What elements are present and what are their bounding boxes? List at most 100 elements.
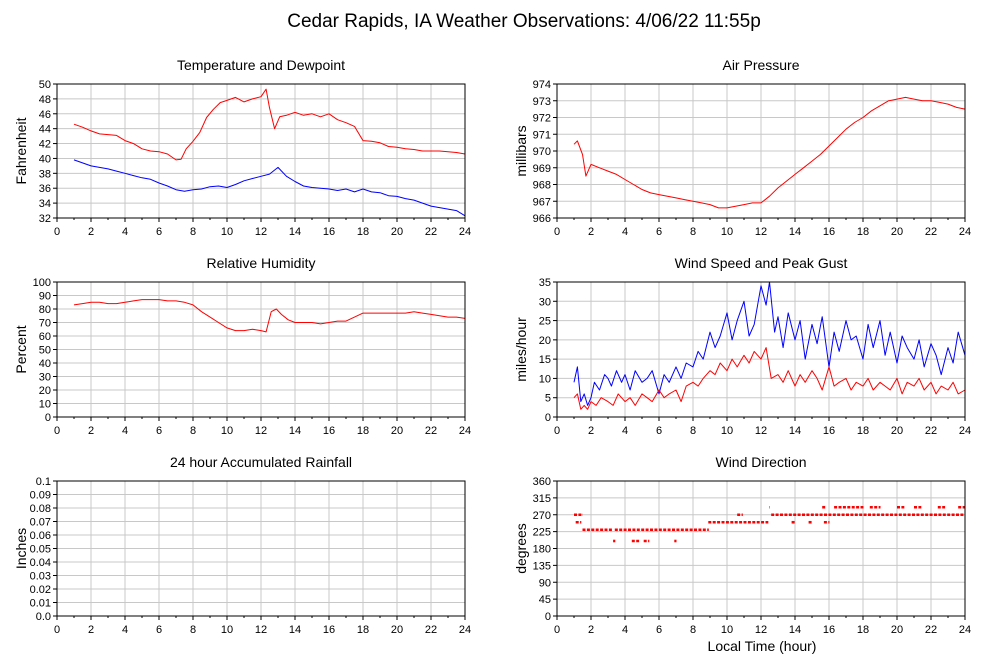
y-tick-label: 135 [533, 560, 551, 572]
x-tick-label: 14 [789, 226, 801, 238]
y-tick-label: 10 [39, 399, 51, 411]
panel-title: Wind Speed and Peak Gust [675, 255, 848, 271]
y-tick-label: 50 [39, 79, 51, 91]
y-tick-label: 0.01 [30, 598, 51, 610]
x-tick-label: 8 [190, 226, 196, 238]
y-tick-label: 70 [39, 318, 51, 330]
x-tick-label: 6 [156, 226, 162, 238]
y-tick-label: 40 [39, 153, 51, 165]
y-axis-label: millibars [513, 125, 529, 176]
y-tick-label: 0 [545, 412, 551, 424]
y-tick-label: 971 [533, 129, 551, 141]
x-tick-label: 10 [721, 425, 733, 437]
x-tick-label: 20 [891, 624, 903, 636]
x-tick-label: 18 [357, 425, 369, 437]
x-tick-label: 2 [588, 226, 594, 238]
x-tick-label: 8 [190, 425, 196, 437]
y-tick-label: 20 [39, 385, 51, 397]
y-tick-label: 0.06 [30, 530, 51, 542]
x-tick-label: 22 [925, 425, 937, 437]
x-tick-label: 6 [656, 624, 662, 636]
y-tick-label: 0.03 [30, 571, 51, 583]
figure-title: Cedar Rapids, IA Weather Observations: 4… [287, 11, 761, 32]
x-tick-label: 22 [925, 226, 937, 238]
y-tick-label: 48 [39, 94, 51, 106]
panel-title: Relative Humidity [207, 255, 316, 271]
panel-title: Air Pressure [722, 57, 799, 73]
y-tick-label: 972 [533, 113, 551, 125]
x-tick-label: 14 [289, 226, 301, 238]
y-axis-label: degrees [513, 523, 529, 574]
x-tick-label: 16 [823, 226, 835, 238]
y-tick-label: 44 [39, 124, 51, 136]
y-tick-label: 973 [533, 96, 551, 108]
x-tick-label: 4 [622, 425, 628, 437]
y-axis-label: miles/hour [513, 317, 529, 382]
y-tick-label: 0.1 [36, 476, 51, 488]
panel-title: 24 hour Accumulated Rainfall [170, 454, 352, 470]
y-tick-label: 34 [39, 198, 51, 210]
x-tick-label: 12 [755, 226, 767, 238]
x-tick-label: 18 [857, 624, 869, 636]
panel-title: Temperature and Dewpoint [177, 57, 345, 73]
chart-rain: 0.00.01 0.020.03 0.040.05 0.060.07 0.080.09 0… [13, 454, 471, 636]
x-tick-label: 12 [755, 624, 767, 636]
y-axis-label: Fahrenheit [13, 117, 29, 184]
x-tick-label: 14 [789, 624, 801, 636]
x-tick-label: 20 [391, 425, 403, 437]
series-line-1 [73, 88, 466, 161]
series-line-1 [73, 299, 466, 333]
x-tick-label: 20 [891, 226, 903, 238]
x-tick-label: 24 [459, 624, 471, 636]
y-tick-label: 35 [539, 277, 551, 289]
y-tick-label: 0.05 [30, 544, 51, 556]
y-tick-label: 0 [545, 611, 551, 623]
x-tick-label: 6 [156, 624, 162, 636]
x-tick-label: 12 [255, 425, 267, 437]
x-tick-label: 12 [255, 226, 267, 238]
y-axis-label: Percent [13, 325, 29, 373]
x-tick-label: 12 [255, 624, 267, 636]
x-tick-label: 18 [857, 226, 869, 238]
x-tick-label: 24 [959, 425, 971, 437]
y-tick-label: 0.04 [30, 557, 51, 569]
x-tick-label: 10 [221, 425, 233, 437]
y-tick-label: 360 [533, 476, 551, 488]
y-tick-label: 80 [39, 304, 51, 316]
x-tick-label: 10 [721, 624, 733, 636]
y-tick-label: 38 [39, 168, 51, 180]
y-tick-label: 60 [39, 331, 51, 343]
x-tick-label: 20 [891, 425, 903, 437]
x-tick-label: 0 [554, 624, 560, 636]
x-tick-label: 16 [323, 624, 335, 636]
x-tick-label: 20 [391, 226, 403, 238]
x-tick-label: 8 [690, 624, 696, 636]
x-tick-label: 0 [554, 425, 560, 437]
y-tick-label: 967 [533, 196, 551, 208]
x-tick-label: 2 [588, 425, 594, 437]
x-tick-label: 14 [289, 624, 301, 636]
x-tick-label: 18 [357, 226, 369, 238]
y-tick-label: 5 [545, 393, 551, 405]
y-tick-label: 0.02 [30, 584, 51, 596]
y-tick-label: 30 [539, 296, 551, 308]
y-tick-label: 42 [39, 139, 51, 151]
x-tick-label: 0 [54, 226, 60, 238]
x-tick-label: 2 [88, 226, 94, 238]
x-tick-label: 24 [959, 226, 971, 238]
y-tick-label: 968 [533, 180, 551, 192]
x-tick-label: 24 [459, 226, 471, 238]
x-tick-label: 4 [122, 226, 128, 238]
x-tick-label: 2 [88, 624, 94, 636]
x-tick-label: 4 [122, 425, 128, 437]
x-tick-label: 16 [323, 425, 335, 437]
x-tick-label: 24 [959, 624, 971, 636]
x-axis-label: Local Time (hour) [708, 638, 817, 654]
x-tick-label: 0 [54, 624, 60, 636]
y-tick-label: 25 [539, 316, 551, 328]
